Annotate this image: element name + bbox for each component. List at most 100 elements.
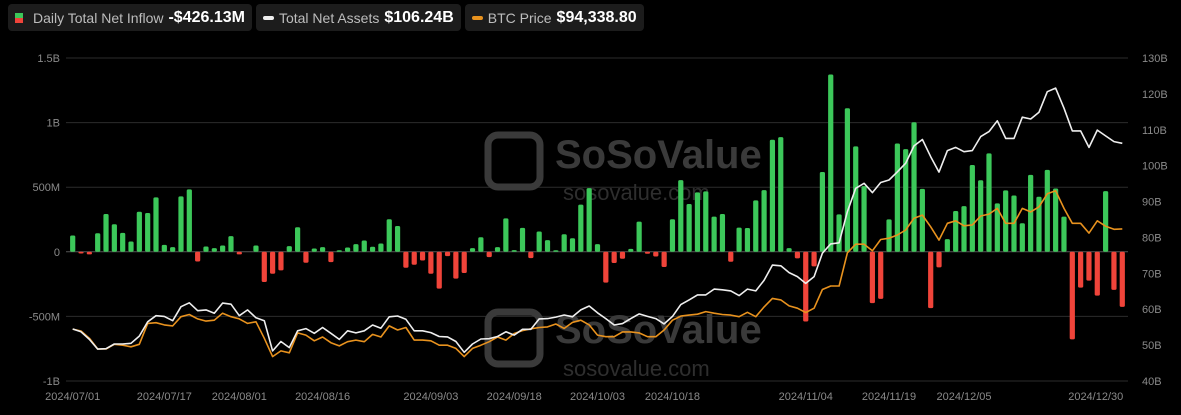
inflow-bar[interactable]	[694, 192, 701, 252]
inflow-bar[interactable]	[994, 203, 1000, 252]
outflow-bar[interactable]	[611, 251, 617, 264]
inflow-bar[interactable]	[1044, 169, 1050, 252]
inflow-bar[interactable]	[95, 233, 101, 252]
outflow-bar[interactable]	[928, 251, 934, 309]
inflow-bar[interactable]	[153, 197, 159, 252]
inflow-bar[interactable]	[186, 189, 192, 252]
inflow-bar[interactable]	[1053, 188, 1059, 252]
inflow-bar[interactable]	[494, 247, 501, 252]
inflow-bar[interactable]	[753, 200, 759, 252]
inflow-bar[interactable]	[719, 213, 726, 252]
inflow-bar[interactable]	[703, 191, 709, 252]
inflow-bar[interactable]	[861, 186, 867, 252]
inflow-bar[interactable]	[903, 149, 909, 252]
outflow-bar[interactable]	[603, 251, 609, 283]
inflow-bar[interactable]	[744, 228, 751, 252]
inflow-bar[interactable]	[828, 74, 834, 252]
outflow-bar[interactable]	[419, 251, 426, 261]
legend-net-inflow[interactable]: Daily Total Net Inflow -$426.13M	[8, 4, 252, 31]
inflow-bar[interactable]	[961, 206, 967, 252]
outflow-bar[interactable]	[278, 251, 284, 271]
inflow-bar[interactable]	[1003, 190, 1009, 252]
inflow-bar[interactable]	[394, 225, 401, 252]
inflow-bar[interactable]	[220, 245, 226, 252]
inflow-bar[interactable]	[170, 247, 176, 252]
outflow-bar[interactable]	[728, 251, 734, 262]
btc-price-line[interactable]	[72, 189, 1123, 358]
inflow-bar[interactable]	[320, 247, 326, 252]
inflow-bar[interactable]	[636, 221, 642, 252]
outflow-bar[interactable]	[461, 251, 467, 273]
inflow-bar[interactable]	[669, 219, 676, 252]
inflow-bar[interactable]	[844, 108, 850, 252]
inflow-bar[interactable]	[853, 146, 859, 252]
inflow-bar[interactable]	[503, 218, 509, 252]
inflow-bar[interactable]	[178, 196, 184, 252]
outflow-bar[interactable]	[444, 251, 451, 257]
inflow-bar[interactable]	[536, 231, 542, 252]
outflow-bar[interactable]	[428, 251, 434, 274]
outflow-bar[interactable]	[653, 251, 659, 257]
inflow-bar[interactable]	[778, 137, 784, 252]
inflow-bar[interactable]	[478, 237, 484, 252]
inflow-bar[interactable]	[586, 188, 592, 252]
inflow-bar[interactable]	[1103, 191, 1109, 252]
outflow-bar[interactable]	[528, 251, 534, 259]
outflow-bar[interactable]	[261, 251, 267, 283]
inflow-bar[interactable]	[1028, 174, 1034, 252]
outflow-bar[interactable]	[794, 251, 801, 259]
inflow-bar[interactable]	[386, 219, 392, 252]
outflow-bar[interactable]	[936, 251, 942, 268]
outflow-bar[interactable]	[328, 251, 334, 263]
inflow-bar[interactable]	[686, 203, 692, 252]
inflow-bar[interactable]	[211, 248, 217, 252]
inflow-bar[interactable]	[969, 164, 975, 252]
outflow-bar[interactable]	[411, 251, 417, 265]
inflow-bar[interactable]	[736, 227, 742, 252]
inflow-bar[interactable]	[369, 246, 376, 252]
outflow-bar[interactable]	[1086, 251, 1092, 281]
inflow-bar[interactable]	[70, 235, 76, 252]
inflow-bar[interactable]	[944, 239, 950, 252]
outflow-bar[interactable]	[236, 251, 242, 255]
outflow-bar[interactable]	[303, 251, 309, 263]
inflow-bar[interactable]	[378, 243, 384, 252]
inflow-bar[interactable]	[953, 210, 959, 252]
inflow-bar[interactable]	[311, 248, 317, 252]
inflow-bar[interactable]	[353, 244, 359, 252]
inflow-bar[interactable]	[1019, 223, 1025, 252]
inflow-bar[interactable]	[511, 250, 517, 252]
inflow-bar[interactable]	[336, 250, 342, 252]
inflow-bar[interactable]	[769, 139, 776, 252]
legend-btc-price[interactable]: BTC Price $94,338.80	[464, 4, 644, 31]
inflow-bar[interactable]	[111, 224, 117, 252]
inflow-bar[interactable]	[228, 236, 234, 252]
inflow-bar[interactable]	[761, 190, 767, 252]
inflow-bar[interactable]	[786, 248, 792, 252]
inflow-bar[interactable]	[986, 153, 992, 252]
inflow-bar[interactable]	[344, 247, 351, 252]
inflow-bar[interactable]	[161, 244, 167, 252]
outflow-bar[interactable]	[811, 251, 817, 267]
outflow-bar[interactable]	[803, 251, 809, 322]
total-net-assets-line[interactable]	[72, 87, 1123, 354]
inflow-bar[interactable]	[286, 246, 292, 252]
outflow-bar[interactable]	[453, 251, 459, 279]
inflow-bar[interactable]	[253, 245, 259, 252]
outflow-bar[interactable]	[86, 251, 92, 255]
inflow-bar[interactable]	[819, 171, 825, 252]
inflow-bar[interactable]	[128, 241, 134, 252]
inflow-bar[interactable]	[919, 188, 925, 252]
outflow-bar[interactable]	[661, 251, 667, 268]
outflow-bar[interactable]	[1111, 251, 1117, 290]
inflow-bar[interactable]	[553, 250, 559, 252]
outflow-bar[interactable]	[644, 251, 651, 254]
legend-total-net-assets[interactable]: Total Net Assets $106.24B	[255, 4, 461, 31]
outflow-bar[interactable]	[1078, 251, 1084, 288]
inflow-bar[interactable]	[561, 234, 567, 252]
outflow-bar[interactable]	[195, 251, 201, 262]
inflow-bar[interactable]	[1061, 216, 1067, 252]
inflow-bar[interactable]	[569, 238, 576, 252]
outflow-bar[interactable]	[869, 251, 875, 304]
